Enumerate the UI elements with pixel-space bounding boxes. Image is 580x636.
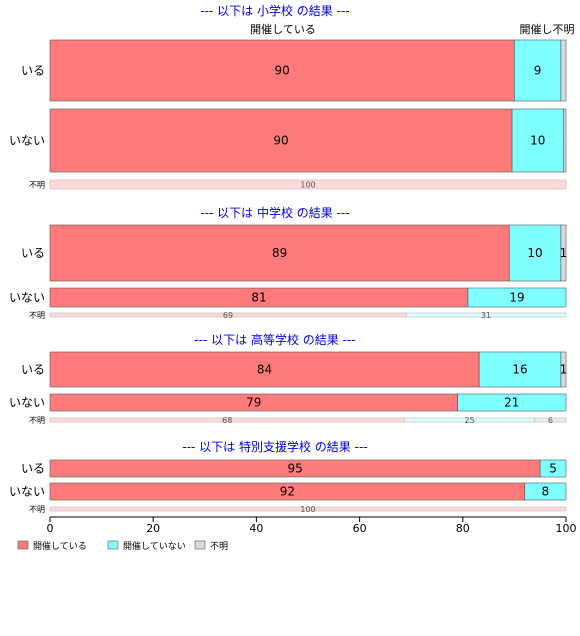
data-label-1-0-2: 1 [560, 246, 568, 260]
data-label-1-2-0: 69 [223, 311, 233, 320]
panel-title-3: --- 以下は 特別支援学校 の結果 --- [182, 439, 367, 454]
data-label-2-2-0: 68 [222, 416, 232, 425]
x-tick-label-3: 60 [353, 522, 367, 535]
data-label-2-2-2: 6 [548, 416, 553, 425]
row-label-3-1: いない [9, 485, 45, 499]
row-label-1-0: いる [21, 246, 45, 260]
legend-label-1: 開催していない [123, 540, 186, 552]
data-label-3-0-1: 5 [549, 462, 557, 476]
bar-segment-3-0-1 [539, 459, 567, 478]
bar-segment-2-0-1 [478, 351, 562, 388]
column-header-not-held-unknown: 開催し不明 [520, 22, 575, 36]
data-label-0-2-0: 100 [300, 181, 315, 190]
bar-segment-0-1-2 [563, 108, 567, 173]
row-label-1-2: 不明 [29, 311, 45, 320]
column-header-held: 開催している [250, 22, 316, 36]
row-label-3-0: いる [21, 462, 45, 476]
x-tick-label-1: 20 [146, 522, 160, 535]
row-label-3-2: 不明 [29, 505, 45, 514]
bar-segment-0-0-1 [514, 39, 562, 102]
data-label-1-1-1: 19 [509, 291, 524, 305]
data-label-2-1-1: 21 [504, 396, 519, 410]
bar-segment-1-1-1 [467, 287, 567, 308]
data-label-1-0-1: 10 [527, 246, 542, 260]
bar-segment-2-1-1 [457, 393, 567, 412]
data-label-1-1-0: 81 [251, 291, 266, 305]
bar-segment-3-1-1 [524, 482, 567, 501]
x-tick-label-4: 80 [456, 522, 470, 535]
data-label-3-2-0: 100 [300, 505, 315, 514]
data-label-3-1-1: 8 [542, 485, 550, 499]
bar-segment-1-0-0 [49, 224, 510, 282]
data-label-0-1-0: 90 [273, 134, 288, 148]
data-label-2-0-1: 16 [512, 363, 527, 377]
row-label-1-1: いない [9, 291, 45, 305]
row-label-0-1: いない [9, 134, 45, 148]
bar-segment-2-0-0 [49, 351, 480, 388]
bar-segment-2-0-2 [560, 351, 567, 388]
x-tick-label-5: 100 [556, 522, 577, 535]
data-label-0-0-1: 9 [534, 64, 542, 78]
data-label-2-2-1: 25 [464, 416, 474, 425]
panel-title-1: --- 以下は 中学校 の結果 --- [200, 205, 349, 220]
row-label-0-0: いる [21, 64, 45, 78]
bar-segment-0-0-0 [49, 39, 515, 102]
data-label-2-1-0: 79 [246, 396, 261, 410]
bar-segment-0-2-0 [49, 179, 567, 190]
data-label-3-1-0: 92 [280, 485, 295, 499]
data-label-1-0-0: 89 [272, 246, 287, 260]
legend-label-2: 不明 [210, 541, 228, 552]
bar-segment-1-0-1 [508, 224, 562, 282]
row-label-0-2: 不明 [29, 181, 45, 190]
bar-segment-1-2-1 [405, 312, 567, 318]
row-label-2-1: いない [9, 396, 45, 410]
bar-segment-3-2-0 [49, 506, 567, 512]
bar-segment-0-1-1 [511, 108, 564, 173]
row-label-2-2: 不明 [29, 416, 45, 425]
x-tick-label-2: 40 [249, 522, 263, 535]
panel-title-0: --- 以下は 小学校 の結果 --- [200, 3, 349, 18]
legend-swatch-2 [194, 540, 206, 550]
panel-title-2: --- 以下は 高等学校 の結果 --- [194, 332, 355, 347]
bar-segment-1-0-2 [560, 224, 567, 282]
bar-segment-0-0-2 [560, 39, 567, 102]
legend-label-0: 開催している [33, 540, 87, 552]
bar-segment-0-1-0 [49, 108, 513, 173]
bar-segment-2-2-2 [534, 417, 567, 423]
data-label-2-0-2: 1 [560, 363, 568, 377]
data-label-0-1-1: 10 [530, 134, 545, 148]
data-label-0-0-0: 90 [275, 64, 290, 78]
legend-swatch-0 [17, 540, 29, 550]
data-label-1-2-1: 31 [481, 311, 491, 320]
x-tick-label-0: 0 [47, 522, 54, 535]
legend-swatch-1 [107, 540, 119, 550]
data-label-3-0-0: 95 [287, 462, 302, 476]
row-label-2-0: いる [21, 363, 45, 377]
data-label-2-0-0: 84 [257, 363, 272, 377]
